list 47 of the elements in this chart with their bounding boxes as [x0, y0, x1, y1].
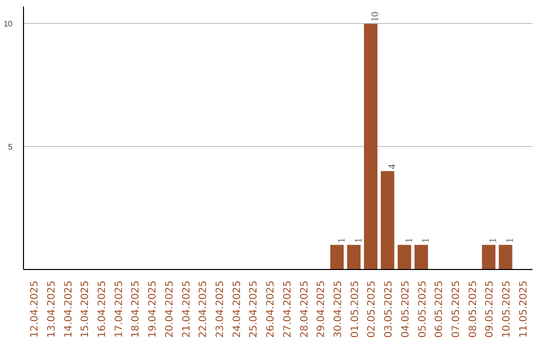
x-tick-label: 06.05.2025	[434, 280, 446, 338]
x-tick-label: 19.04.2025	[148, 280, 159, 338]
x-tick-label: 18.04.2025	[130, 280, 142, 338]
x-tick-label: 12.04.2025	[30, 280, 41, 338]
data-label: 1	[505, 238, 516, 243]
x-tick-label: 17.04.2025	[114, 280, 125, 338]
bar	[364, 24, 378, 270]
x-tick-label: 24.04.2025	[232, 280, 243, 338]
x-tick-label: 05.05.2025	[417, 280, 428, 338]
data-label: 1	[488, 238, 500, 243]
x-tick-label: 15.04.2025	[80, 280, 92, 338]
x-tick-label: 01.05.2025	[350, 280, 361, 338]
bar	[414, 244, 428, 270]
bar	[347, 244, 361, 270]
data-label: 1	[420, 238, 432, 243]
x-tick-label: 03.05.2025	[384, 280, 395, 338]
x-tick-label: 27.04.2025	[282, 280, 294, 338]
x-tick-label: 02.05.2025	[366, 280, 378, 338]
bar	[330, 244, 344, 270]
bar	[498, 244, 512, 270]
x-tick-label: 26.04.2025	[266, 280, 277, 338]
data-label: 1	[404, 238, 415, 243]
bar	[482, 244, 496, 270]
x-tick-label: 29.04.2025	[316, 280, 328, 338]
data-label: 10	[370, 12, 382, 22]
bar	[380, 171, 394, 270]
x-tick-label: 22.04.2025	[198, 280, 210, 338]
x-tick-label: 10.05.2025	[502, 280, 513, 338]
x-tick-label: 08.05.2025	[468, 280, 479, 338]
x-tick-label: 09.05.2025	[484, 280, 496, 338]
x-tick-label: 16.04.2025	[97, 280, 108, 338]
data-label: 4	[387, 164, 398, 170]
x-tick-label: 04.05.2025	[400, 280, 412, 338]
x-tick-label: 14.04.2025	[63, 280, 74, 338]
x-tick-label: 07.05.2025	[450, 280, 462, 338]
data-label: 1	[353, 238, 364, 243]
y-tick-label: 5	[8, 142, 14, 152]
bar	[398, 244, 412, 270]
data-label: 1	[336, 238, 348, 243]
x-tick-label: 25.04.2025	[248, 280, 260, 338]
x-tick-label: 11.05.2025	[518, 280, 530, 338]
x-tick-label: 21.04.2025	[181, 280, 192, 338]
x-tick-label: 28.04.2025	[299, 280, 310, 338]
x-tick-label: 23.04.2025	[215, 280, 226, 338]
x-tick-label: 30.04.2025	[332, 280, 344, 338]
x-tick-label: 20.04.2025	[164, 280, 176, 338]
x-tick-label: 13.04.2025	[46, 280, 58, 338]
